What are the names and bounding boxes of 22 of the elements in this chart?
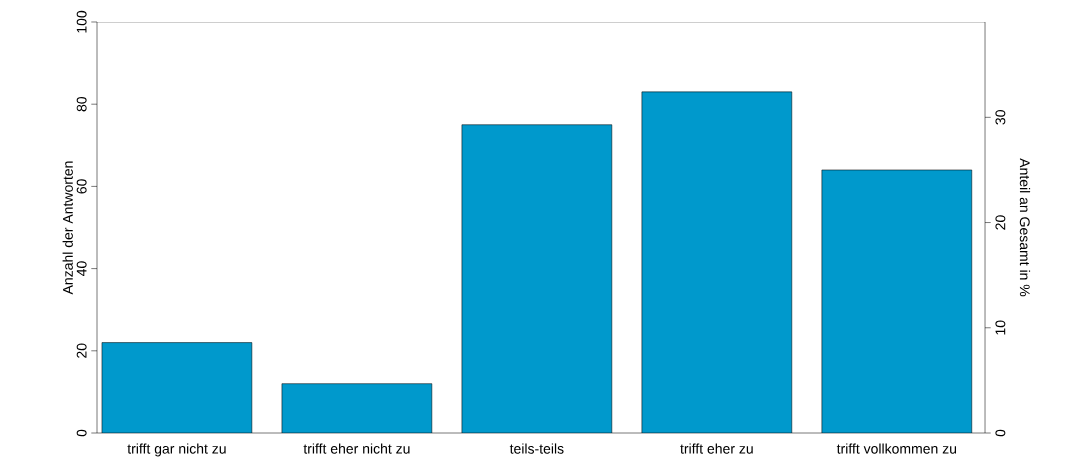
- x-tick-label: teils-teils: [509, 443, 564, 454]
- y-tick-label: 40: [76, 261, 87, 277]
- bar: [821, 169, 973, 433]
- y2-axis-title: Anteil an Gesamt in %: [1019, 158, 1031, 297]
- bar: [461, 124, 612, 433]
- y-tick-label: 20: [76, 343, 87, 358]
- bar: [641, 91, 792, 433]
- y-tick-label: 60: [76, 179, 87, 194]
- y2-tick-label: 0: [995, 429, 1006, 437]
- y-tick-label: 100: [76, 10, 87, 33]
- y2-tick-label: 30: [995, 110, 1006, 125]
- x-tick-label: trifft eher nicht zu: [303, 443, 410, 454]
- y-tick-label: 0: [76, 429, 87, 437]
- y2-tick-label: 10: [995, 320, 1006, 335]
- bar: [281, 383, 432, 433]
- y2-tick-label: 20: [995, 215, 1006, 230]
- x-tick-label: trifft vollkommen zu: [836, 443, 957, 454]
- bar: [101, 342, 252, 433]
- x-tick-label: trifft eher zu: [680, 443, 753, 454]
- y-axis-title: Anzahl der Antworten: [62, 161, 73, 295]
- x-tick-label: trifft gar nicht zu: [127, 443, 226, 457]
- y-tick-label: 80: [76, 96, 87, 112]
